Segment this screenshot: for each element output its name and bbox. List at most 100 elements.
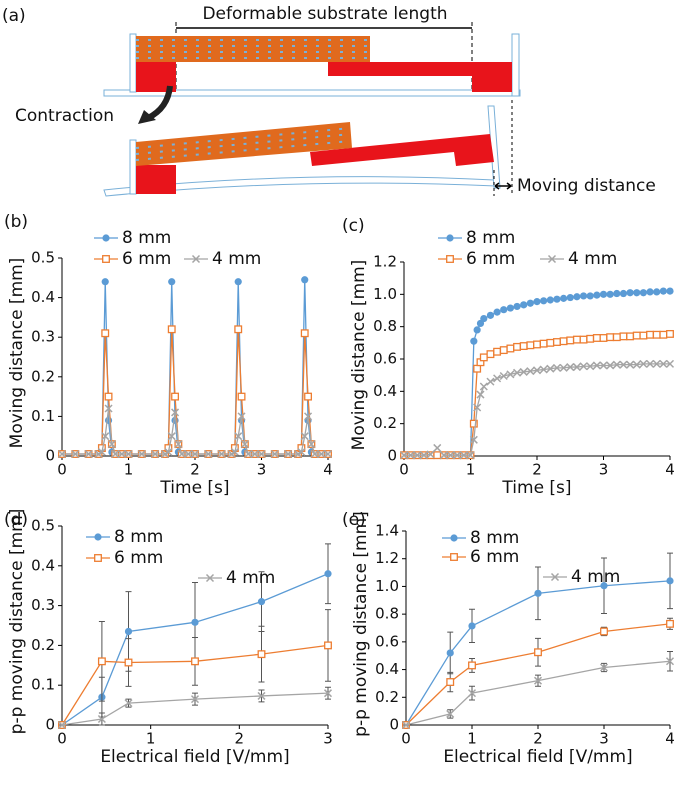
marker	[124, 627, 133, 636]
marker	[300, 432, 309, 441]
panel-label: (e)	[342, 510, 366, 530]
marker	[506, 304, 514, 312]
legend-label: 6 mm	[466, 249, 515, 269]
marker	[237, 412, 246, 421]
marker	[659, 287, 667, 295]
legend-marker	[446, 234, 454, 242]
y-axis-title: p-p moving distance [mm]	[7, 509, 27, 735]
x-tick-label: 2	[532, 461, 542, 479]
marker	[533, 340, 541, 349]
y-tick-label: 0.2	[375, 688, 399, 706]
y-tick-label: 1.2	[375, 549, 399, 567]
marker	[626, 360, 635, 369]
x-tick-label: 3	[257, 461, 267, 479]
base-plate	[103, 89, 521, 97]
marker	[307, 440, 316, 449]
marker	[639, 289, 648, 297]
marker	[191, 618, 199, 626]
marker	[592, 334, 601, 342]
legend-marker	[102, 255, 110, 263]
legend-marker	[94, 533, 102, 541]
block	[328, 62, 472, 76]
marker	[499, 371, 508, 381]
marker	[533, 676, 543, 685]
marker	[579, 335, 588, 344]
marker	[117, 449, 126, 459]
marker	[469, 419, 478, 428]
legend-marker	[205, 573, 215, 583]
marker	[534, 648, 542, 657]
y-tick-label: 0.2	[31, 367, 55, 385]
x-tick-label: 2	[190, 461, 200, 479]
marker	[167, 325, 176, 334]
marker	[513, 342, 521, 351]
x-tick-label: 3	[599, 730, 609, 748]
marker	[579, 362, 588, 371]
marker	[177, 449, 186, 459]
y-tick-label: 0.4	[31, 288, 55, 306]
marker	[652, 330, 661, 339]
y-tick-label: 0.1	[31, 676, 55, 694]
marker	[659, 359, 668, 368]
marker	[401, 720, 411, 730]
marker	[300, 329, 309, 338]
marker	[652, 359, 661, 368]
marker	[546, 364, 555, 373]
marker	[167, 432, 176, 441]
marker	[439, 451, 448, 460]
marker	[632, 331, 641, 340]
label: Contraction	[15, 106, 114, 126]
marker	[493, 347, 502, 356]
marker	[539, 339, 548, 348]
legend-marker	[94, 554, 102, 562]
marker	[486, 350, 495, 359]
y-tick-label: 0.4	[373, 382, 397, 400]
marker	[111, 449, 120, 459]
marker	[476, 390, 485, 399]
marker	[84, 449, 93, 459]
marker	[665, 657, 675, 666]
y-axis-title: p-p moving distance [mm]	[351, 511, 371, 737]
marker	[473, 364, 482, 373]
marker	[324, 570, 332, 578]
marker	[633, 289, 641, 297]
label: Deformable substrate length	[202, 4, 447, 24]
marker	[599, 334, 608, 342]
marker	[97, 448, 106, 457]
marker	[639, 359, 648, 368]
marker	[97, 657, 106, 666]
marker	[666, 329, 674, 338]
marker	[323, 689, 333, 698]
marker	[479, 353, 488, 362]
marker	[204, 449, 213, 459]
marker	[230, 448, 239, 457]
marker	[486, 377, 495, 386]
legend-marker	[547, 254, 557, 264]
stack-stripes	[136, 39, 370, 59]
marker	[566, 336, 575, 345]
marker	[506, 370, 515, 379]
marker	[566, 293, 574, 302]
marker	[124, 449, 133, 459]
legend-label: 6 mm	[122, 249, 171, 269]
x-axis-title: Electrical field [V/mm]	[443, 747, 632, 767]
x-tick-label: 2	[533, 730, 543, 748]
marker	[653, 288, 661, 296]
marker	[534, 589, 542, 597]
marker	[413, 451, 422, 460]
marker	[297, 448, 306, 457]
marker	[659, 330, 668, 339]
marker	[323, 449, 333, 459]
marker	[600, 582, 608, 590]
marker	[540, 297, 548, 305]
marker	[546, 338, 555, 347]
marker	[304, 392, 312, 401]
marker	[499, 346, 508, 355]
x-tick-label: 1	[466, 461, 476, 479]
marker	[586, 334, 595, 343]
marker	[626, 289, 634, 297]
series-line	[61, 573, 329, 726]
y-tick-label: 0.1	[31, 407, 55, 425]
chart: (b) 0 0.1 0.2 0.3 0.4 0.5 0 1 2 3 4 Time [s] Moving d…	[4, 212, 333, 498]
marker	[559, 337, 568, 346]
